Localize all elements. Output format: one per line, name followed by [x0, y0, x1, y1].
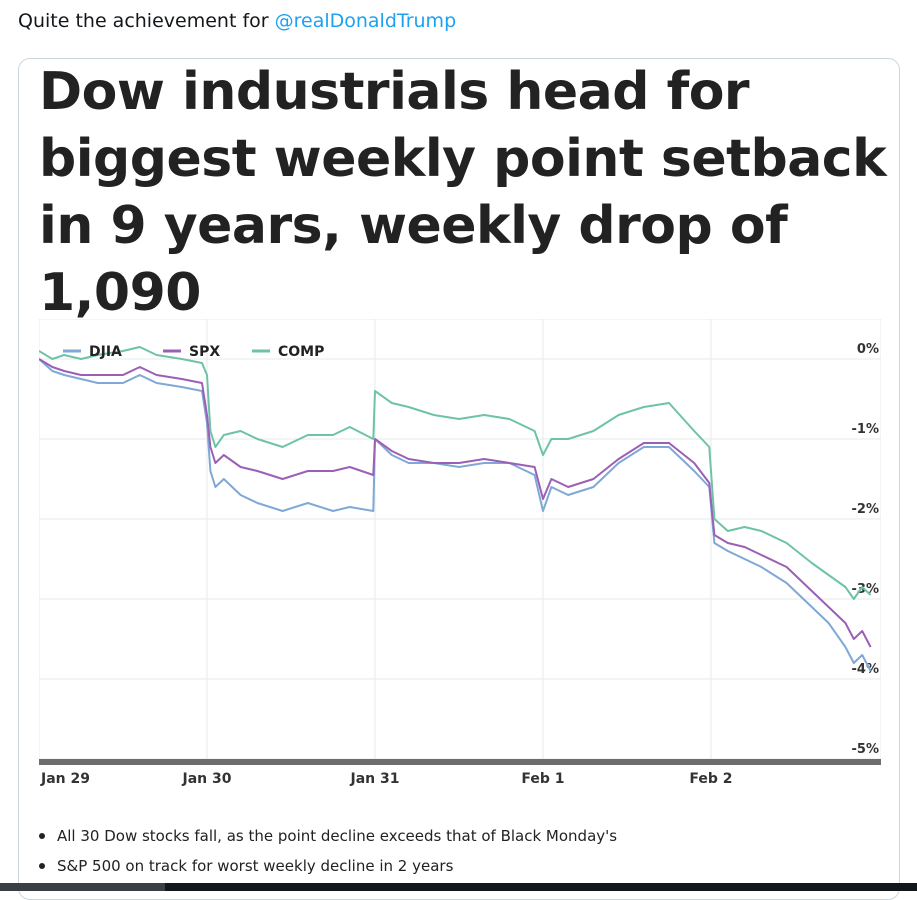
series-line-comp	[38, 346, 872, 600]
headline-line: Dow industrials head for	[39, 62, 750, 122]
bottom-bar-segment	[0, 883, 165, 891]
plot-area	[38, 318, 882, 760]
bullet-dot-icon	[39, 863, 45, 869]
bottom-bar	[0, 883, 917, 891]
y-tick-label: 0%	[857, 342, 879, 357]
tweet-text: Quite the achievement for @realDonaldTru…	[18, 10, 456, 32]
headline-line: in 9 years, weekly drop of	[39, 196, 788, 256]
bullet-text: S&P 500 on track for worst weekly declin…	[57, 857, 454, 875]
bullet-text: All 30 Dow stocks fall, as the point dec…	[57, 827, 618, 845]
chart-svg: 0%-1%-2%-3%-4%-5%Jan 29 Jan 30 Jan 31 Feb 1…	[38, 318, 882, 787]
y-tick-label: -2%	[852, 502, 879, 517]
x-tick-label: Jan 29	[40, 771, 90, 787]
headline-line: biggest weekly point setback	[39, 129, 887, 189]
legend-label: SPX	[189, 344, 220, 360]
bullet-item: All 30 Dow stocks fall, as the point dec…	[37, 821, 617, 851]
stock-chart: 0% -1% -2% -3% -4% -5% Jan 29 Jan 30 Jan 31 Feb 1…	[38, 318, 882, 813]
x-tick-label: Jan 31	[350, 771, 400, 787]
headline-line: 1,090	[39, 263, 201, 323]
mention-link[interactable]: @realDonaldTrump	[274, 10, 457, 32]
bullet-item: S&P 500 on track for worst weekly declin…	[37, 851, 617, 881]
link-card[interactable]: Dow industrials head for biggest weekly …	[18, 58, 900, 900]
tweet-text-body: Quite the achievement for	[18, 10, 269, 32]
x-axis-bar	[39, 759, 881, 765]
bullet-dot-icon	[39, 833, 45, 839]
y-tick-label: -1%	[852, 422, 879, 437]
x-tick-label: Feb 1	[521, 771, 564, 787]
legend-label: DJIA	[89, 344, 122, 360]
series-line-spx	[38, 358, 872, 648]
y-tick-label: -4%	[852, 662, 879, 677]
bullet-list: All 30 Dow stocks fall, as the point dec…	[37, 821, 617, 881]
x-tick-label: Feb 2	[689, 771, 732, 787]
x-tick-label: Jan 30	[182, 771, 232, 787]
card-headline: Dow industrials head for biggest weekly …	[39, 59, 889, 327]
y-tick-label: -5%	[852, 742, 879, 757]
legend-label: COMP	[278, 344, 324, 360]
